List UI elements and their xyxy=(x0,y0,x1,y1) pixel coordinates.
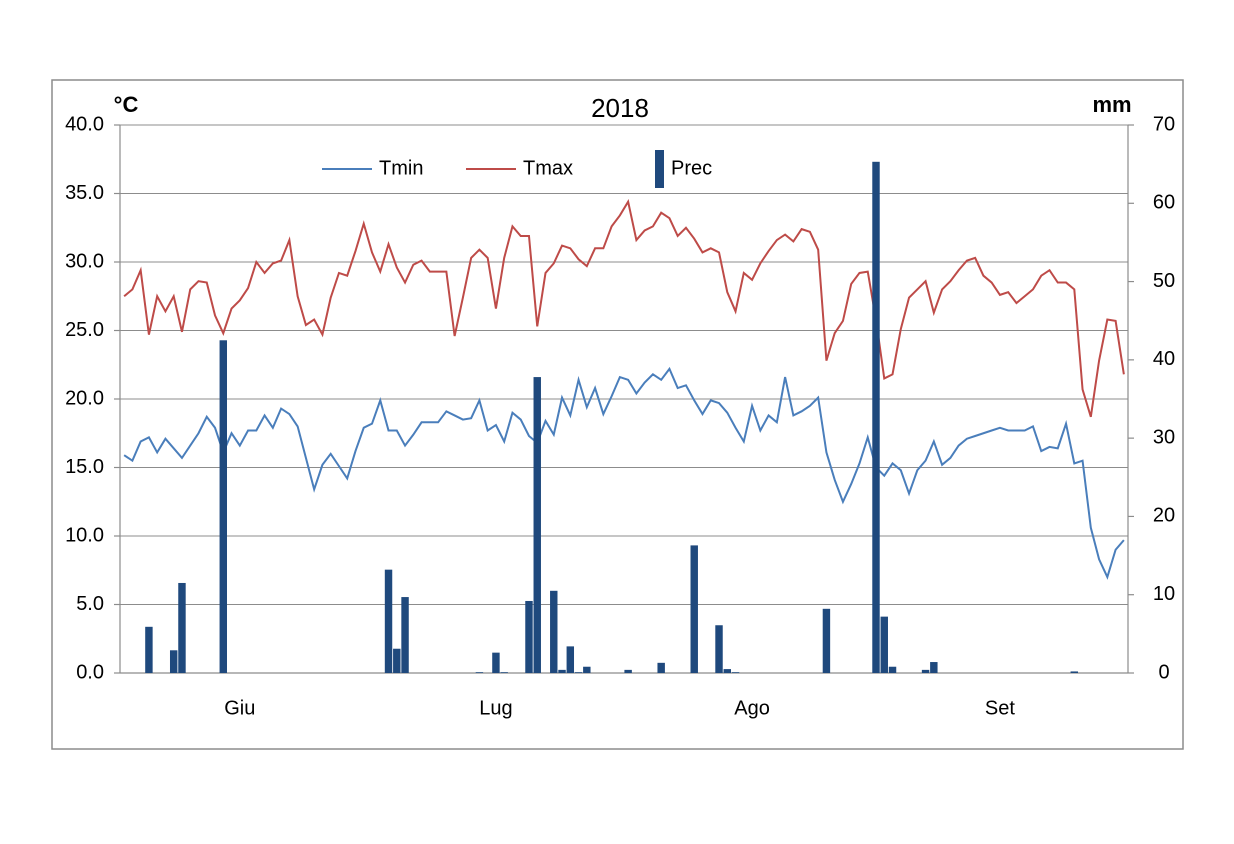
bar xyxy=(566,646,575,673)
bar xyxy=(492,652,500,673)
y2-tick-label: 20 xyxy=(1153,505,1175,527)
legend-label: Tmin xyxy=(379,157,423,179)
chart-frame xyxy=(51,79,1184,750)
bar xyxy=(731,672,740,673)
legend-label: Prec xyxy=(671,157,712,179)
bar xyxy=(169,650,178,673)
bar xyxy=(888,666,897,673)
bar xyxy=(921,669,930,673)
y-axis-label: °C xyxy=(114,92,139,117)
y-tick-label: 0.0 xyxy=(76,661,104,683)
bar xyxy=(880,616,888,673)
legend-label: Tmax xyxy=(523,157,573,179)
y-tick-label: 35.0 xyxy=(65,182,104,204)
bar xyxy=(525,600,533,673)
bar xyxy=(533,377,541,673)
x-tick-label: Set xyxy=(985,697,1015,719)
bar xyxy=(624,669,632,673)
bar xyxy=(872,161,880,673)
bar xyxy=(550,590,558,673)
bar xyxy=(583,666,591,673)
y-tick-label: 40.0 xyxy=(65,113,104,135)
bar xyxy=(657,662,665,673)
bar xyxy=(822,608,831,673)
legend-swatch xyxy=(655,150,664,188)
y-tick-label: 30.0 xyxy=(65,250,104,272)
bar xyxy=(500,672,508,673)
bar xyxy=(401,597,409,673)
bar xyxy=(930,662,938,673)
line-series xyxy=(123,366,1125,580)
bar xyxy=(574,672,583,673)
line-series xyxy=(123,199,1125,418)
y2-tick-label: 50 xyxy=(1153,270,1175,292)
bar xyxy=(475,672,484,673)
y-tick-label: 15.0 xyxy=(65,456,104,478)
y-tick-label: 10.0 xyxy=(65,524,104,546)
y2-tick-label: 10 xyxy=(1153,583,1175,605)
bar xyxy=(690,545,698,673)
bar xyxy=(145,626,153,673)
y-tick-label: 20.0 xyxy=(65,387,104,409)
x-tick-label: Giu xyxy=(224,697,255,719)
bar xyxy=(715,625,723,673)
bar xyxy=(558,669,566,673)
y2-tick-label: 0 xyxy=(1158,661,1169,683)
y2-tick-label: 30 xyxy=(1153,426,1175,448)
chart-title: 2018 xyxy=(591,93,649,123)
bar xyxy=(178,582,186,673)
y2-tick-label: 40 xyxy=(1153,348,1175,370)
bar xyxy=(384,569,393,673)
x-tick-label: Lug xyxy=(479,697,512,719)
x-tick-label: Ago xyxy=(734,697,770,719)
bar xyxy=(1070,671,1079,673)
y2-tick-label: 70 xyxy=(1153,113,1175,135)
y2-tick-label: 60 xyxy=(1153,192,1175,214)
y2-axis-label: mm xyxy=(1092,92,1131,117)
y-tick-label: 5.0 xyxy=(76,593,104,615)
y-tick-label: 25.0 xyxy=(65,319,104,341)
bar xyxy=(393,648,401,673)
bar xyxy=(723,669,731,673)
bar xyxy=(219,340,227,673)
